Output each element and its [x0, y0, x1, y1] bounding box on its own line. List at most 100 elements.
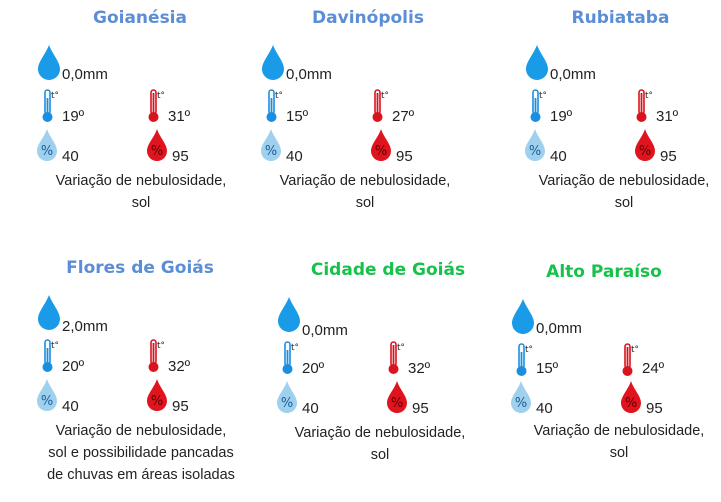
thermometer-hot-icon: t°	[148, 89, 164, 122]
temp-min-value: 20º	[302, 360, 325, 377]
humidity-min-value: 40	[286, 148, 303, 165]
description-line: Variação de nebulosidade,	[533, 423, 705, 439]
description-line: sol	[609, 445, 629, 461]
weather-description: Variação de nebulosidade, sol	[504, 420, 721, 464]
city-card-cidade-de-goias: Cidade de Goiás 0,0mm t° 20º t° 32º % 40…	[250, 260, 490, 500]
humidity-min-value: 40	[62, 398, 79, 415]
temp-max-value: 31º	[656, 108, 679, 125]
svg-text:%: %	[639, 144, 651, 159]
city-card-goianesia: Goianésia 0,0mm t° 19º t° 31º % 40 % 95 …	[0, 8, 240, 248]
temp-max-value: 32º	[168, 358, 191, 375]
thermometer-cold-icon: t°	[516, 343, 532, 376]
thermometer-mark: t°	[539, 91, 546, 101]
humidity-low-drop-icon: %	[525, 129, 545, 161]
humidity-max-value: 95	[660, 148, 677, 165]
svg-text:%: %	[625, 396, 637, 411]
city-card-flores-de-goias: Flores de Goiás 2,0mm t° 20º t° 32º % 40…	[0, 258, 240, 498]
city-name: Rubiataba	[571, 8, 670, 28]
humidity-high-drop-icon: %	[147, 129, 167, 161]
humidity-low-drop-icon: %	[37, 379, 57, 411]
thermometer-mark: t°	[397, 343, 404, 353]
rain-drop-icon	[278, 297, 300, 332]
rain-value: 0,0mm	[536, 320, 582, 337]
thermometer-cold-icon: t°	[282, 341, 298, 374]
rain-value: 0,0mm	[302, 322, 348, 339]
city-name: Goianésia	[93, 8, 187, 28]
weather-description: Variação de nebulosidade, sol	[224, 170, 506, 214]
svg-text:%: %	[41, 394, 53, 409]
city-name: Alto Paraíso	[546, 262, 662, 282]
rain-value: 2,0mm	[62, 318, 108, 335]
thermometer-mark: t°	[291, 343, 298, 353]
humidity-high-drop-icon: %	[371, 129, 391, 161]
humidity-max-value: 95	[412, 400, 429, 417]
thermometer-hot-icon: t°	[622, 343, 638, 376]
svg-text:%: %	[151, 394, 163, 409]
temp-max-value: 27º	[392, 108, 415, 125]
thermometer-cold-icon: t°	[42, 89, 58, 122]
rain-value: 0,0mm	[286, 66, 332, 83]
thermometer-mark: t°	[631, 345, 638, 355]
weather-description: Variação de nebulosidade, sol	[0, 170, 282, 214]
weather-description: Variação de nebulosidade, sol	[260, 422, 500, 466]
description-line: Variação de nebulosidade,	[538, 173, 710, 189]
humidity-min-value: 40	[62, 148, 79, 165]
thermometer-mark: t°	[525, 345, 532, 355]
temp-min-value: 19º	[550, 108, 573, 125]
thermometer-mark: t°	[275, 91, 282, 101]
humidity-min-value: 40	[302, 400, 319, 417]
rain-drop-icon	[38, 295, 60, 330]
thermometer-mark: t°	[157, 91, 164, 101]
thermometer-hot-icon: t°	[372, 89, 388, 122]
description-line: Variação de nebulosidade,	[279, 173, 451, 189]
city-name: Cidade de Goiás	[310, 260, 466, 280]
description-line: Variação de nebulosidade,	[55, 423, 227, 439]
thermometer-cold-icon: t°	[266, 89, 282, 122]
thermometer-hot-icon: t°	[636, 89, 652, 122]
humidity-low-drop-icon: %	[261, 129, 281, 161]
thermometer-cold-icon: t°	[42, 339, 58, 372]
humidity-max-value: 95	[646, 400, 663, 417]
temp-max-value: 24º	[642, 360, 665, 377]
temp-max-value: 32º	[408, 360, 431, 377]
thermometer-hot-icon: t°	[148, 339, 164, 372]
temp-min-value: 15º	[286, 108, 309, 125]
weather-description: Variação de nebulosidade, sol	[508, 170, 721, 214]
humidity-max-value: 95	[396, 148, 413, 165]
city-name: Flores de Goiás	[66, 258, 214, 278]
temp-max-value: 31º	[168, 108, 191, 125]
thermometer-mark: t°	[51, 341, 58, 351]
weather-description: Variação de nebulosidade, sol e possibil…	[30, 420, 252, 486]
svg-text:%: %	[265, 144, 277, 159]
description-line: Variação de nebulosidade,	[55, 173, 227, 189]
thermometer-mark: t°	[381, 91, 388, 101]
temp-min-value: 20º	[62, 358, 85, 375]
thermometer-cold-icon: t°	[530, 89, 546, 122]
description-line: sol	[370, 447, 390, 463]
humidity-min-value: 40	[536, 400, 553, 417]
rain-drop-icon	[38, 45, 60, 80]
temp-min-value: 15º	[536, 360, 559, 377]
humidity-low-drop-icon: %	[37, 129, 57, 161]
svg-text:%: %	[375, 144, 387, 159]
thermometer-mark: t°	[645, 91, 652, 101]
city-card-davinopolis: Davinópolis 0,0mm t° 15º t° 27º % 40 % 9…	[224, 8, 464, 248]
rain-value: 0,0mm	[550, 66, 596, 83]
city-name: Davinópolis	[312, 8, 424, 28]
humidity-min-value: 40	[550, 148, 567, 165]
humidity-high-drop-icon: %	[621, 381, 641, 413]
thermometer-mark: t°	[51, 91, 58, 101]
humidity-high-drop-icon: %	[635, 129, 655, 161]
svg-text:%: %	[515, 396, 527, 411]
svg-text:%: %	[529, 144, 541, 159]
rain-value: 0,0mm	[62, 66, 108, 83]
humidity-max-value: 95	[172, 148, 189, 165]
description-line: sol	[131, 195, 151, 211]
rain-drop-icon	[526, 45, 548, 80]
humidity-max-value: 95	[172, 398, 189, 415]
description-line: Variação de nebulosidade,	[294, 425, 466, 441]
rain-drop-icon	[512, 299, 534, 334]
description-line: sol	[614, 195, 634, 211]
city-card-rubiataba: Rubiataba 0,0mm t° 19º t° 31º % 40 % 95 …	[488, 8, 721, 248]
temp-min-value: 19º	[62, 108, 85, 125]
